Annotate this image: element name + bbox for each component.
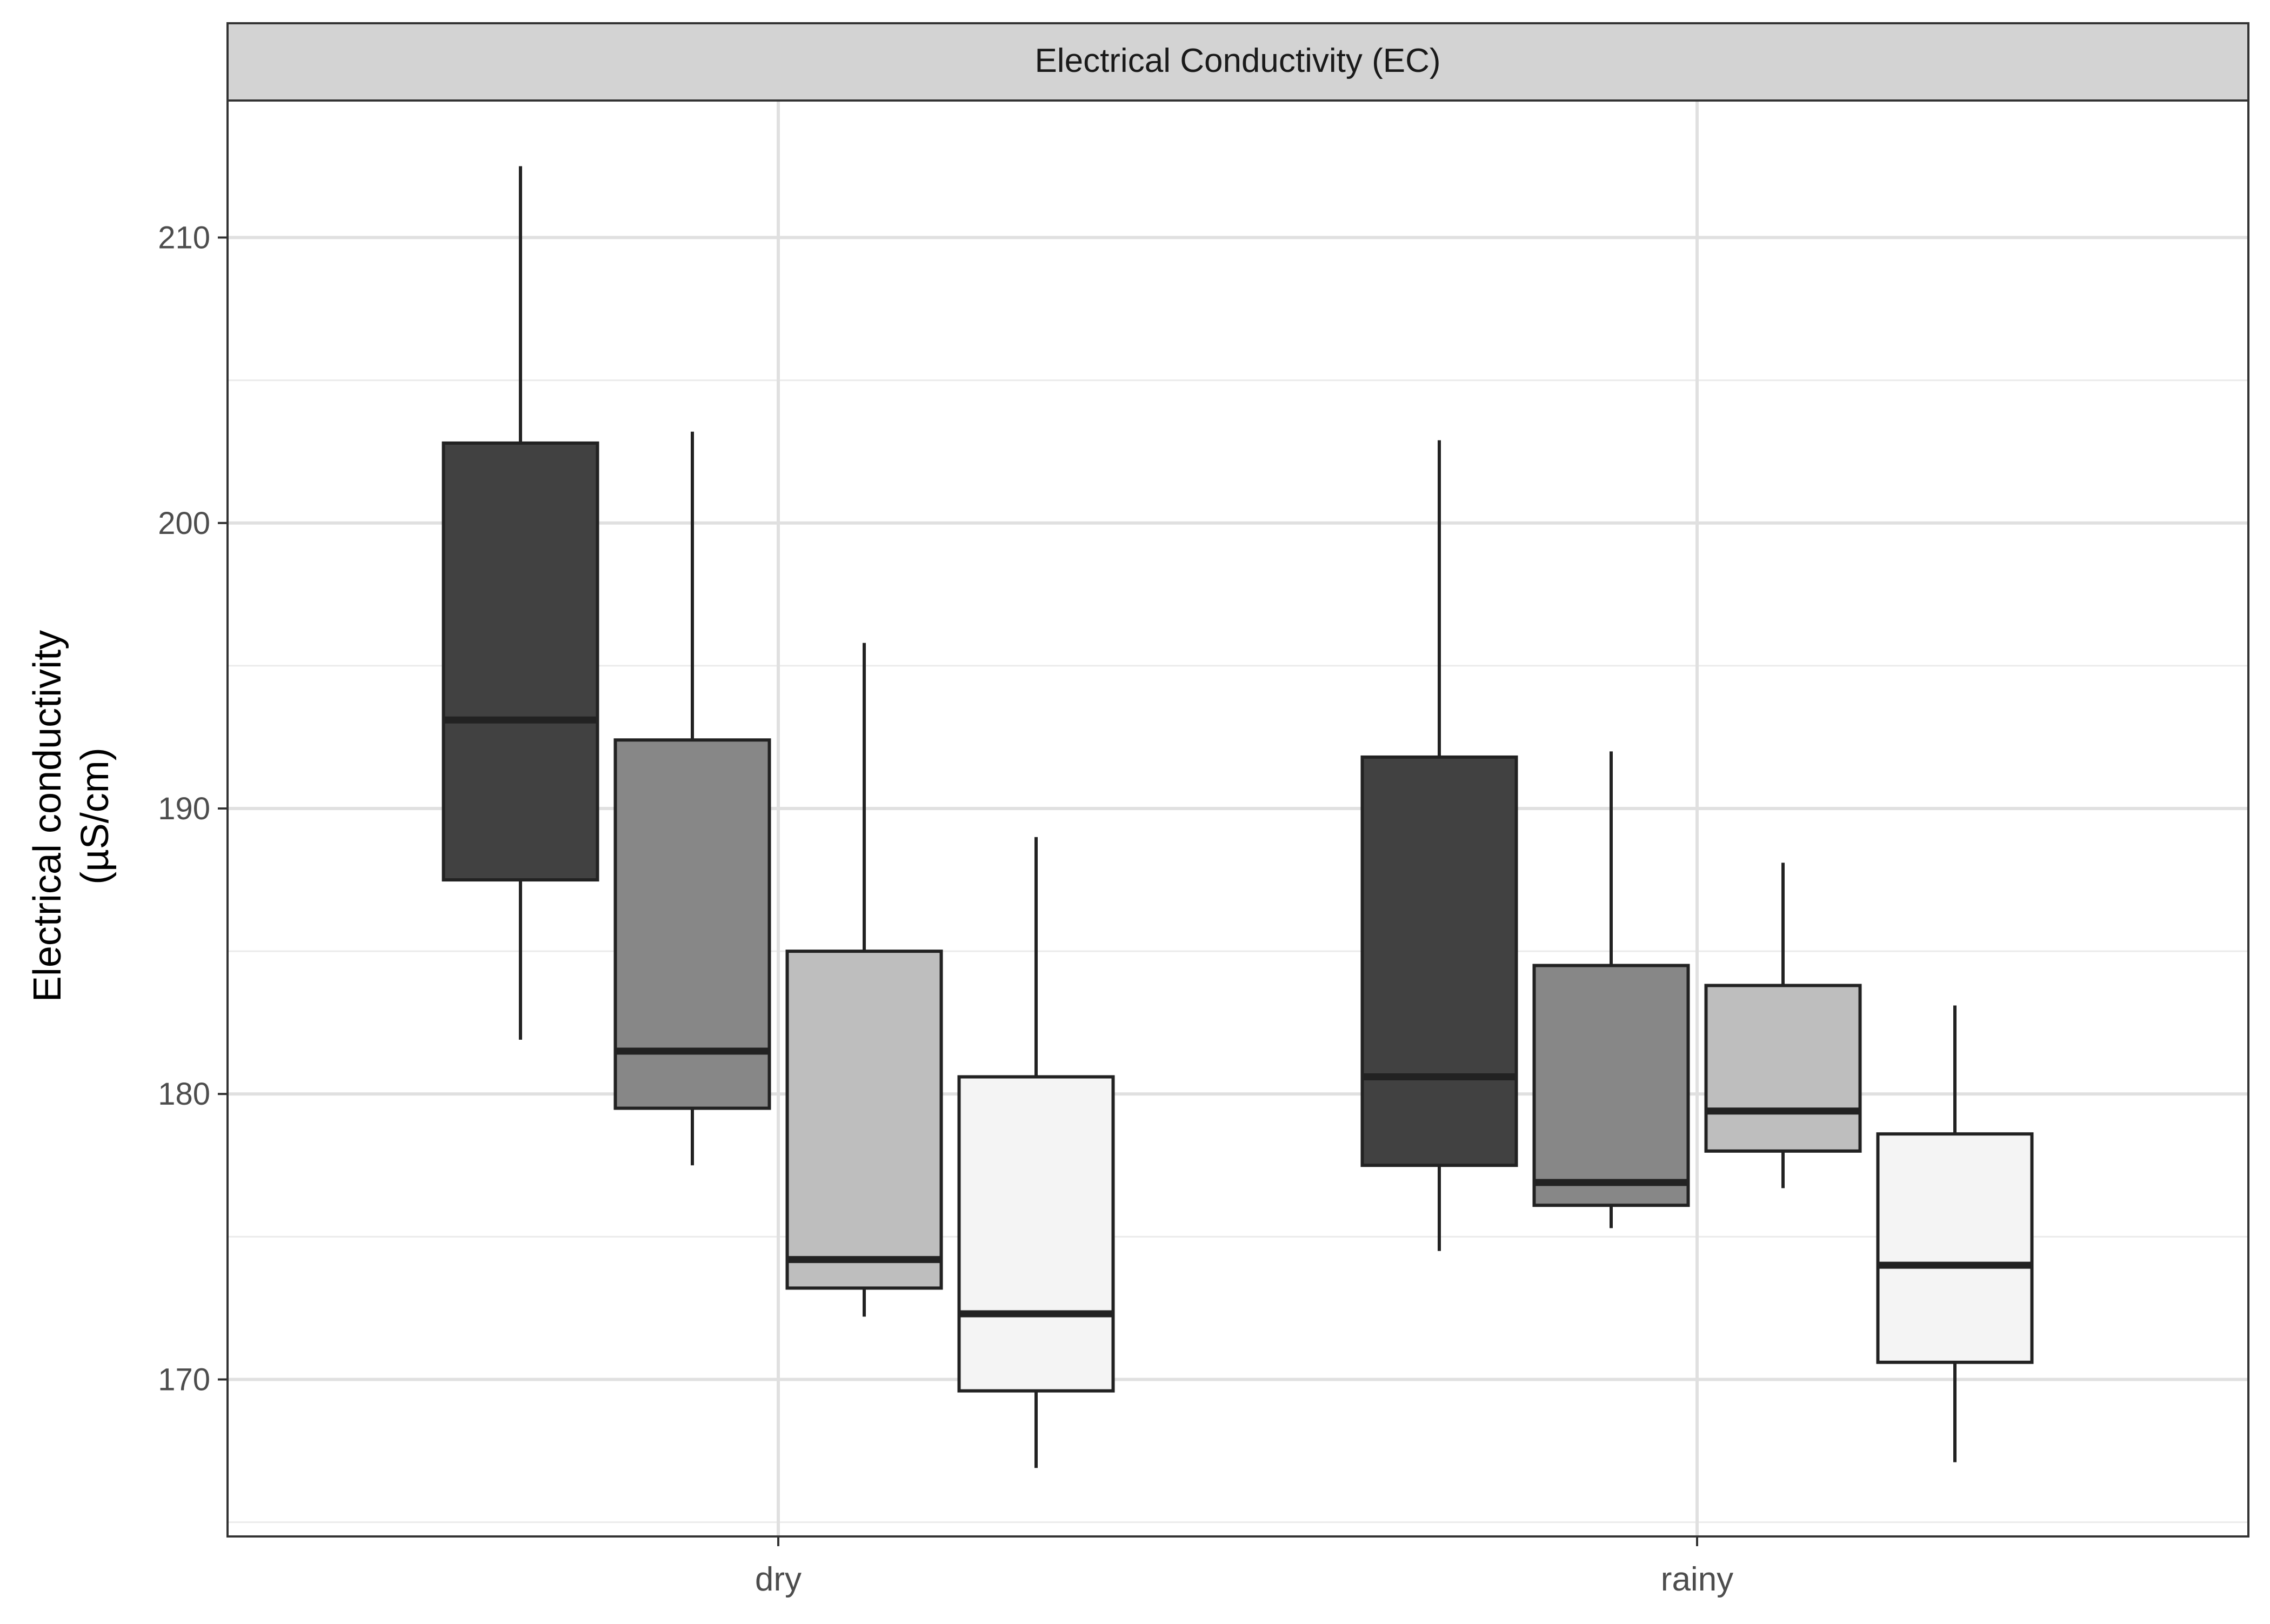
box-rainy-group-3 xyxy=(1704,863,1862,1188)
box-rainy-group-1 xyxy=(1360,440,1518,1251)
y-axis-label-line2: (µS/cm) xyxy=(74,747,117,884)
box-iqr xyxy=(613,738,771,1110)
y-tick-label: 210 xyxy=(158,220,210,256)
box-dry-group-4 xyxy=(957,837,1115,1468)
box-iqr xyxy=(442,441,599,882)
box-iqr xyxy=(785,950,943,1290)
box-iqr xyxy=(957,1075,1115,1393)
y-tick-label: 170 xyxy=(158,1362,210,1397)
box-rainy-group-2 xyxy=(1532,751,1690,1228)
facet-title: Electrical Conductivity (EC) xyxy=(1034,42,1440,79)
y-axis-label-line1: Electrical conductivity xyxy=(26,630,69,1002)
box-rainy-group-4 xyxy=(1876,1005,2034,1462)
y-tick-label: 180 xyxy=(158,1077,210,1112)
x-tick-label-rainy: rainy xyxy=(1661,1561,1733,1598)
box-iqr xyxy=(1876,1132,2034,1364)
y-tick-label: 190 xyxy=(158,791,210,826)
box-iqr xyxy=(1360,755,1518,1167)
box-dry-group-2 xyxy=(613,431,771,1166)
box-iqr xyxy=(1704,984,1862,1153)
box-dry-group-3 xyxy=(785,643,943,1317)
x-tick-label-dry: dry xyxy=(755,1561,802,1598)
box-dry-group-1 xyxy=(442,166,599,1040)
box-iqr xyxy=(1532,964,1690,1207)
y-tick-label: 200 xyxy=(158,506,210,541)
facet-strip xyxy=(226,22,2249,102)
